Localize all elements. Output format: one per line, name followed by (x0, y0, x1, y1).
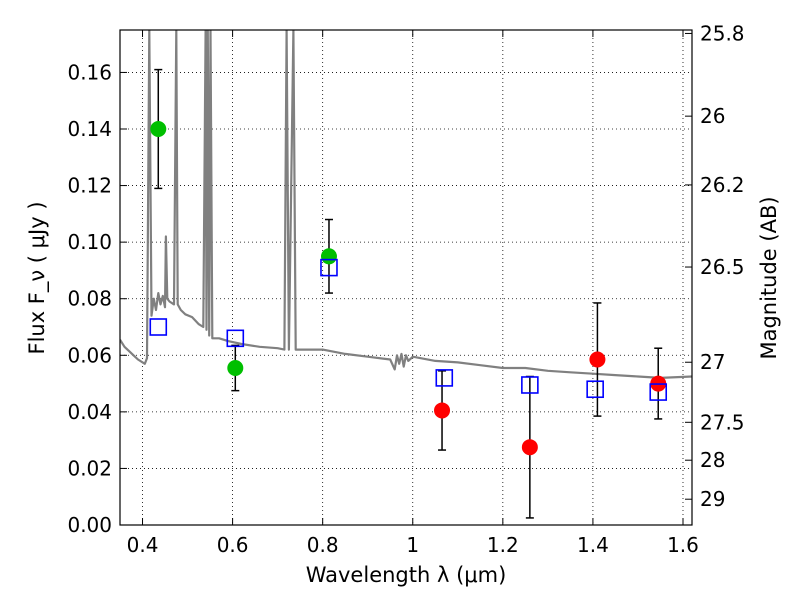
y-tick-label: 0.10 (67, 230, 112, 254)
model-point-square (521, 376, 539, 394)
y2-axis-label: Magnitude (AB) (757, 196, 781, 359)
model-point-square (586, 380, 604, 399)
x-tick-label: 0.4 (127, 533, 159, 557)
y2-tick-label: 26 (700, 104, 725, 128)
y-axis-label: Flux F_ν ( μJy ) (25, 201, 50, 354)
model-point-square (320, 258, 338, 277)
data-point-circle (227, 360, 244, 377)
model-point-square (149, 318, 168, 336)
y2-tick-label: 25.8 (700, 21, 745, 45)
y2-tick-label: 26.2 (700, 173, 745, 197)
y-tick-label: 0.04 (67, 400, 112, 424)
data-point-circle (150, 121, 167, 137)
y-tick-label: 0.02 (67, 456, 112, 480)
y2-tick-label: 29 (700, 487, 725, 511)
data-point-circle (434, 402, 451, 419)
x-tick-label: 1.4 (577, 533, 609, 557)
data-point-circle (589, 351, 606, 368)
y-tick-label: 0.14 (67, 117, 112, 141)
x-tick-label: 1.6 (667, 533, 699, 557)
model-point-square (649, 383, 668, 401)
plot-frame (119, 29, 693, 526)
y2-tick-label: 27.5 (700, 410, 745, 434)
x-tick-label: 0.6 (217, 533, 249, 557)
model-point-square (435, 369, 454, 387)
y-tick-label: 0.08 (67, 287, 112, 311)
axis-ticks: 0.4 0.6 0.8 1 1.2 1.4 1.6 0.00 0.02 0.04 0.06 0.08 0… (67, 21, 744, 557)
y2-tick-label: 26.5 (700, 255, 745, 279)
x-tick-label: 1.2 (487, 533, 519, 557)
x-tick-label: 0.8 (307, 533, 339, 557)
y-tick-label: 0.12 (67, 174, 112, 198)
x-tick-label: 1 (406, 533, 419, 557)
model-spectrum (120, 30, 692, 379)
data-points (149, 68, 668, 519)
data-point-circle (521, 439, 538, 456)
x-axis-label: Wavelength λ (μm) (306, 563, 507, 587)
y2-tick-label: 27 (700, 350, 725, 374)
y-tick-label: 0.06 (67, 343, 112, 367)
spectrum-line (120, 30, 692, 379)
data-point-circle (320, 248, 337, 265)
model-point-square (226, 329, 245, 348)
y-tick-label: 0.00 (67, 513, 112, 537)
y2-tick-label: 28 (700, 448, 725, 472)
y-tick-label: 0.16 (67, 60, 112, 84)
